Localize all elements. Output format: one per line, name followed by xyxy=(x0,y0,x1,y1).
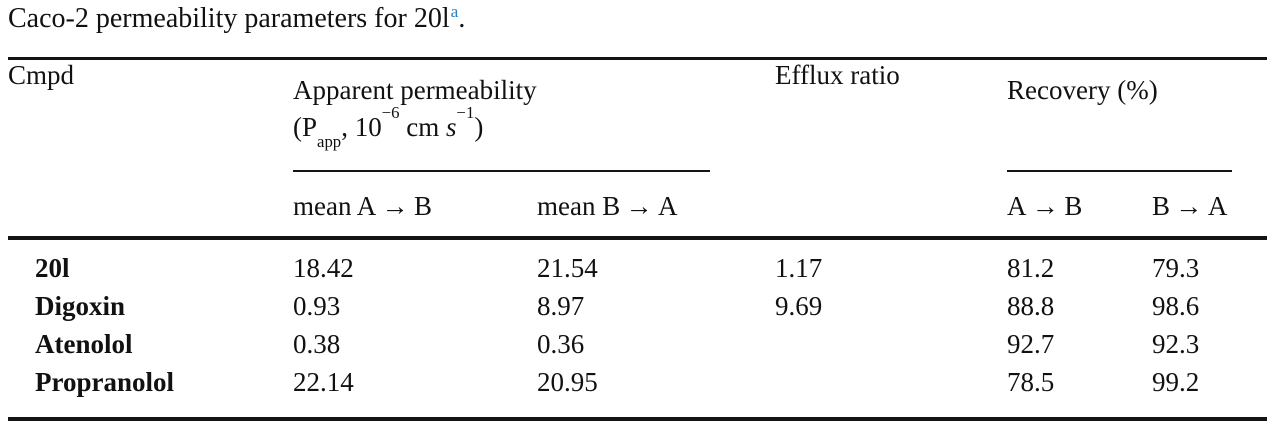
column-group-recovery: Recovery (%) xyxy=(1007,59,1267,172)
efflux-ratio-value xyxy=(775,363,1007,419)
apparent-permeability-line2: (Papp, 10−6 cm s−1) xyxy=(293,104,710,150)
mean-b-to-a-value: 20.95 xyxy=(537,367,598,397)
table-row-20l: 20l 18.42 21.54 1.17 81.2 79.3 xyxy=(8,238,1267,287)
cmpd-name: Atenolol xyxy=(35,329,133,359)
papp-close: ) xyxy=(474,112,484,142)
cmpd-name: Digoxin xyxy=(35,291,126,321)
recovery-b-to-a-value: 99.2 xyxy=(1152,367,1200,397)
papp-exponent: −6 xyxy=(381,102,400,122)
column-header-recovery-b-to-a: B → A xyxy=(1152,190,1228,221)
efflux-ratio-value: 9.69 xyxy=(775,291,823,321)
papp-s-exponent: −1 xyxy=(456,102,475,122)
mean-a-to-b-value: 0.38 xyxy=(293,329,341,359)
column-header-cmpd: Cmpd xyxy=(8,60,75,90)
column-group-apparent-permeability: Apparent permeability (Papp, 10−6 cm s−1… xyxy=(293,59,775,172)
apparent-permeability-line1: Apparent permeability xyxy=(293,75,537,105)
recovery-b-to-a-value: 98.6 xyxy=(1152,291,1200,321)
column-header-recovery-a-to-b: A → B xyxy=(1007,190,1083,221)
header-row-groups: Cmpd Apparent permeability (Papp, 10−6 c… xyxy=(8,59,1267,172)
recovery-group-label: Recovery (%) xyxy=(1007,60,1233,172)
papp-open: (P xyxy=(293,112,318,142)
footnote-marker: a xyxy=(450,2,459,22)
recovery-a-to-b-value: 78.5 xyxy=(1007,367,1055,397)
cmpd-name: Propranolol xyxy=(35,367,175,397)
table-row-atenolol: Atenolol 0.38 0.36 92.7 92.3 xyxy=(8,325,1267,363)
efflux-ratio-value xyxy=(775,325,1007,363)
table-caption: Caco-2 permeability parameters for 20la. xyxy=(8,1,465,36)
recovery-a-to-b-value: 92.7 xyxy=(1007,329,1055,359)
header-row-subcolumns: mean A → B mean B → A A → B B → A xyxy=(8,172,1267,238)
recovery-b-to-a-value: 92.3 xyxy=(1152,329,1200,359)
column-header-mean-b-to-a: mean B → A xyxy=(537,190,678,221)
apparent-permeability-group-label: Apparent permeability (Papp, 10−6 cm s−1… xyxy=(293,60,711,172)
table-row-digoxin: Digoxin 0.93 8.97 9.69 88.8 98.6 xyxy=(8,287,1267,325)
papp-mid: , 10 xyxy=(341,112,382,142)
caption-period: . xyxy=(458,3,466,34)
mean-a-to-b-value: 18.42 xyxy=(293,253,354,283)
mean-b-to-a-value: 0.36 xyxy=(537,329,585,359)
efflux-ratio-value: 1.17 xyxy=(775,253,823,283)
mean-a-to-b-value: 0.93 xyxy=(293,291,341,321)
recovery-a-to-b-value: 88.8 xyxy=(1007,291,1055,321)
papp-cm-unit: cm xyxy=(399,112,446,142)
column-header-mean-a-to-b: mean A → B xyxy=(293,190,433,221)
mean-b-to-a-value: 8.97 xyxy=(537,291,585,321)
caption-text: Caco-2 permeability parameters for 20l xyxy=(8,3,450,34)
recovery-a-to-b-value: 81.2 xyxy=(1007,253,1055,283)
table-row-propranolol: Propranolol 22.14 20.95 78.5 99.2 xyxy=(8,363,1267,419)
recovery-b-to-a-value: 79.3 xyxy=(1152,253,1200,283)
column-header-efflux-ratio: Efflux ratio xyxy=(775,60,900,90)
mean-a-to-b-value: 22.14 xyxy=(293,367,354,397)
papp-subscript: app xyxy=(317,132,342,152)
mean-b-to-a-value: 21.54 xyxy=(537,253,598,283)
caco2-permeability-table: Cmpd Apparent permeability (Papp, 10−6 c… xyxy=(8,57,1268,421)
cmpd-name: 20l xyxy=(35,253,70,283)
papp-s-unit: s xyxy=(446,112,457,142)
recovery-label: Recovery (%) xyxy=(1007,75,1158,105)
